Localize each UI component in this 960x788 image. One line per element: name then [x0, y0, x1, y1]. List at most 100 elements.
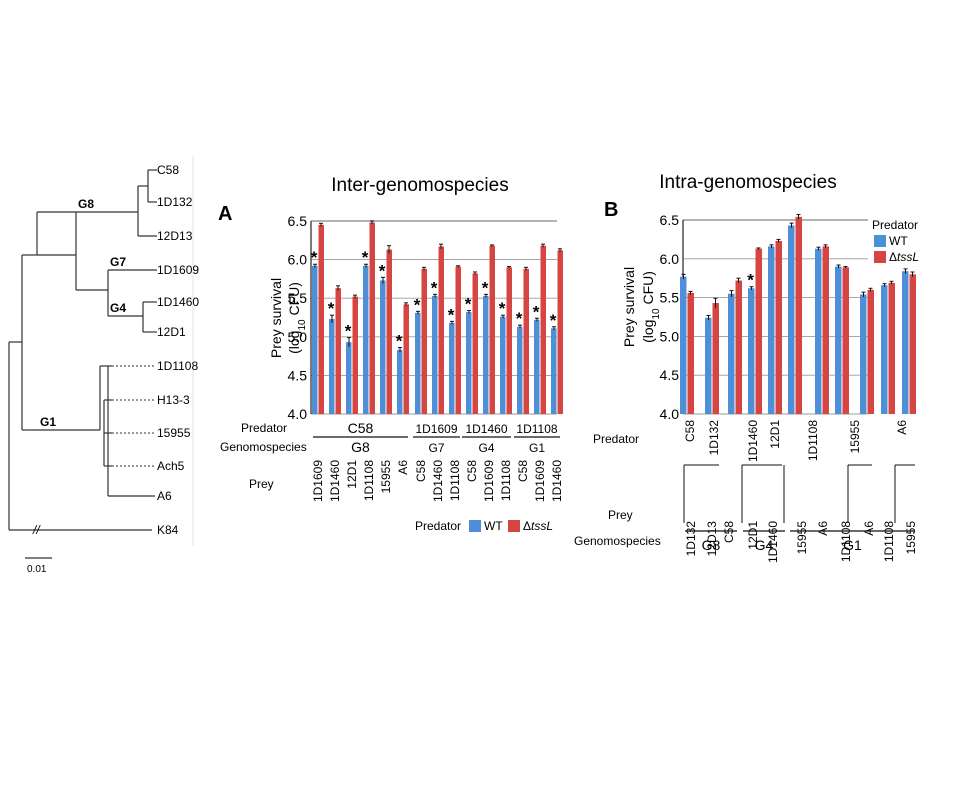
panel-b-prey-row-label: Prey — [608, 508, 633, 522]
bar-wt — [415, 312, 421, 414]
y-tick-label: 5.5 — [288, 290, 308, 306]
prey-label: 1D1609 — [482, 460, 496, 502]
panel-a-title: Inter-genomospecies — [331, 175, 508, 196]
panel-a-y-axis-label: Prey survival — [268, 278, 284, 358]
panel-b-y-axis-label: Prey survival — [621, 267, 637, 347]
bar-wt — [534, 319, 540, 414]
predator-label: 1D1460 — [746, 420, 760, 462]
bar-wt — [449, 322, 455, 414]
significance-asterisk: * — [499, 299, 506, 318]
predator-label: 15955 — [848, 420, 862, 454]
bar-tssl — [455, 266, 461, 414]
legend-label-tssl: ΔtssL — [889, 250, 919, 264]
legend-title: Predator — [872, 218, 918, 232]
bar-wt — [902, 271, 909, 414]
bar-wt — [329, 319, 335, 414]
panel-b-letter: B — [604, 199, 618, 221]
leaf-15955: 15955 — [157, 426, 191, 440]
genomospecies-group-label: G7 — [428, 441, 444, 455]
bar-tssl — [687, 292, 694, 414]
leaf-1d1108: 1D1108 — [157, 359, 198, 373]
bar-wt — [881, 285, 888, 414]
bar-wt — [835, 266, 842, 414]
panel-b-labels: C58 1D132 1D1460 12D1 1D1108 15955 A6 1D132 12D1… — [683, 420, 918, 563]
leaf-k84: K84 — [157, 523, 179, 537]
prey-label: 1D1460 — [431, 460, 445, 502]
legend-swatch-wt — [874, 235, 886, 247]
predator-group-label: 1D1108 — [516, 422, 557, 436]
bar-wt — [728, 293, 735, 414]
bar-tssl — [755, 248, 762, 414]
panel-a-prey-row-label: Prey — [249, 477, 274, 491]
significance-asterisk: * — [345, 322, 352, 341]
prey-label: 12D13 — [705, 521, 719, 557]
predator-group-label: 1D1609 — [415, 422, 457, 436]
panel-a-predator-row-label: Predator — [241, 421, 287, 435]
y-tick-label: 6.5 — [660, 212, 680, 228]
bar-wt — [363, 265, 369, 414]
prey-label: 12D1 — [345, 460, 359, 489]
bar-tssl — [489, 245, 495, 414]
y-tick-label: 6.0 — [660, 251, 680, 267]
y-tick-label: 5.5 — [660, 290, 680, 306]
bar-tssl — [735, 280, 742, 414]
genomospecies-group-label: G1 — [529, 441, 545, 455]
prey-label: C58 — [465, 460, 479, 482]
bar-wt — [466, 312, 472, 414]
prey-label: 1D1108 — [882, 521, 896, 562]
bar-tssl — [888, 282, 895, 414]
y-tick-label: 4.0 — [660, 406, 680, 422]
significance-asterisk: * — [465, 295, 472, 314]
leaf-12d13: 12D13 — [157, 229, 193, 243]
bar-wt — [860, 294, 867, 414]
prey-label: 15955 — [795, 521, 809, 555]
bar-wt — [815, 248, 822, 414]
significance-asterisk: * — [379, 261, 386, 280]
panel-b-predator-row-label: Predator — [593, 432, 639, 446]
bar-tssl — [369, 222, 375, 414]
bar-wt — [397, 349, 403, 414]
panel-a-genomospecies-row-label: Genomospecies — [220, 440, 307, 454]
bar-wt — [680, 276, 687, 414]
significance-asterisk: * — [396, 332, 403, 351]
predator-label: 1D132 — [707, 420, 721, 456]
leaf-c58: C58 — [157, 163, 179, 177]
legend-swatch-tssl — [508, 520, 520, 532]
significance-asterisk: * — [533, 302, 540, 321]
bar-wt — [483, 295, 489, 414]
legend-swatch-tssl — [874, 251, 886, 263]
y-tick-label: 5.0 — [660, 328, 680, 344]
group-g8-label: G8 — [78, 197, 94, 211]
y-tick-label: 6.0 — [288, 252, 308, 268]
panel-a: A Inter-genomospecies 4.0 4.5 5.0 5.5 6.0 6.5… — [218, 175, 564, 533]
bar-tssl — [867, 289, 874, 414]
bar-tssl — [712, 303, 719, 414]
scale-bar-label: 0.01 — [27, 564, 47, 575]
predator-group-label: C58 — [348, 420, 374, 436]
leaf-1d1609: 1D1609 — [157, 263, 199, 277]
significance-asterisk: * — [431, 278, 438, 297]
bar-tssl — [335, 288, 341, 414]
panel-a-prey-labels: 1D1609 1D1460 12D1 1D1108 15955 A6 C58 1D1460 1D… — [311, 460, 564, 502]
bar-tssl — [472, 273, 478, 414]
bar-tssl — [557, 250, 563, 414]
leaf-ach5: Ach5 — [157, 459, 185, 473]
leaf-a6: A6 — [157, 489, 172, 503]
bar-tssl — [775, 240, 782, 414]
genomospecies-label: G8 — [702, 537, 721, 553]
significance-asterisk: * — [414, 295, 421, 314]
bar-tssl — [795, 216, 802, 414]
bar-wt — [748, 288, 755, 414]
prey-label: 1D1108 — [499, 460, 513, 501]
tree-labels: C58 1D132 12D13 1D1609 1D1460 12D1 1D110… — [27, 163, 199, 575]
y-tick-label: 4.5 — [660, 367, 680, 383]
bar-wt — [705, 317, 712, 414]
panel-a-letter: A — [218, 203, 232, 225]
bar-wt — [517, 326, 523, 414]
legend-swatch-wt — [469, 520, 481, 532]
bar-wt — [346, 342, 352, 414]
prey-label: 12D1 — [746, 521, 760, 550]
prey-label: A6 — [396, 460, 410, 475]
bar-tssl — [386, 249, 392, 414]
